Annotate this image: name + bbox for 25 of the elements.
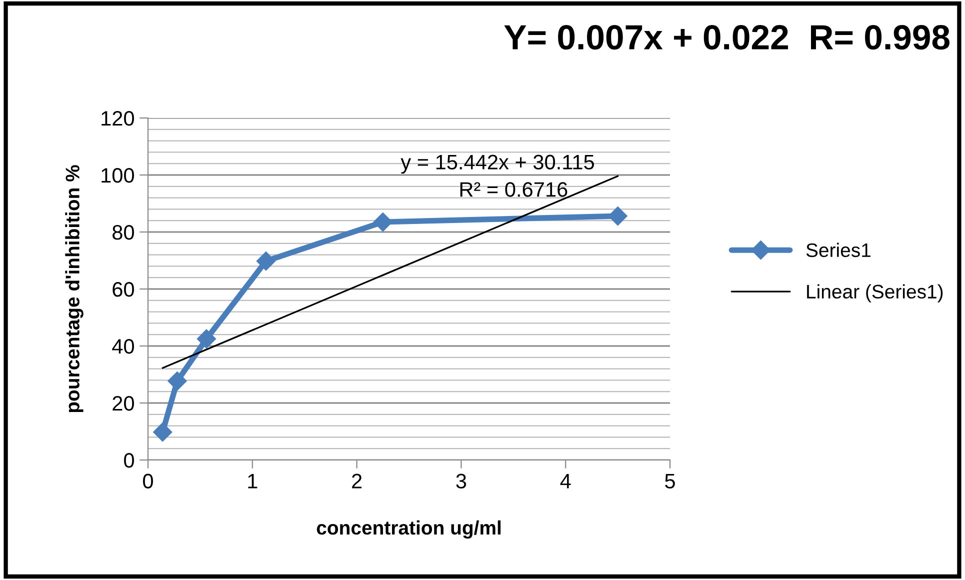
x-axis-title: concentration ug/ml [316,520,501,539]
annotation: y = 15.442x + 30.115 [400,154,594,174]
y-tick-label: 80 [112,225,134,240]
y-tick-label: 120 [102,111,134,126]
x-tick-label: 0 [143,474,153,488]
legend-label: Series1 [806,242,870,258]
x-tick-label: 3 [456,474,466,488]
annotation: R² = 0.6716 [460,182,568,197]
x-tick-label: 1 [248,474,258,488]
point [168,372,187,391]
point [153,422,172,442]
x-tick-label: 4 [560,474,571,488]
point [373,212,392,232]
y-tick-label: 40 [112,339,134,354]
x-tick-label: 5 [665,474,675,488]
y-tick-label: 20 [112,396,134,411]
point [256,252,276,271]
y-tick-label: 0 [124,453,134,468]
legend-label: Linear (Series1) [807,284,943,302]
y-tick-label: 100 [102,168,134,183]
x-tick-label: 2 [352,474,362,488]
point [196,329,216,348]
y-axis-title: pourcentage d'inhibition % [65,165,84,412]
chart-title: Y= 0.007x + 0.022 R= 0.998 [504,25,950,50]
y-tick-label: 60 [112,282,134,297]
